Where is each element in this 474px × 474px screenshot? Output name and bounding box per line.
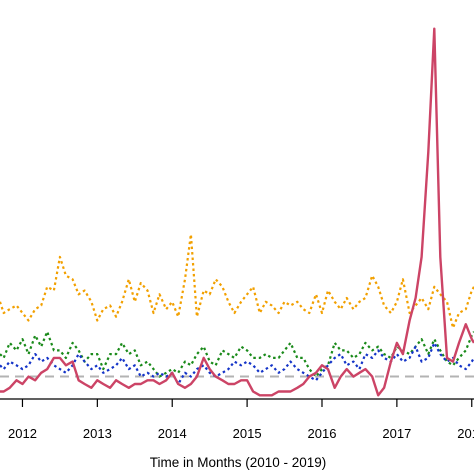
x-tick-label: 2015: [233, 426, 262, 441]
x-tick-label: 2012: [8, 426, 37, 441]
x-tick-label: 2018: [457, 426, 474, 441]
x-tick-label: 2016: [308, 426, 337, 441]
x-tick-label: 2014: [158, 426, 187, 441]
series-layer: [0, 27, 474, 397]
x-axis-title: Time in Months (2010 - 2019): [150, 455, 327, 470]
x-tick-label: 2017: [382, 426, 411, 441]
series-line-1: [0, 233, 474, 329]
series-line-4: [0, 27, 474, 397]
x-axis-ticks: 2012 2013 2014 2015 2016 2017 2018: [8, 399, 474, 441]
series-line-3: [0, 341, 474, 386]
x-tick-label: 2013: [83, 426, 112, 441]
